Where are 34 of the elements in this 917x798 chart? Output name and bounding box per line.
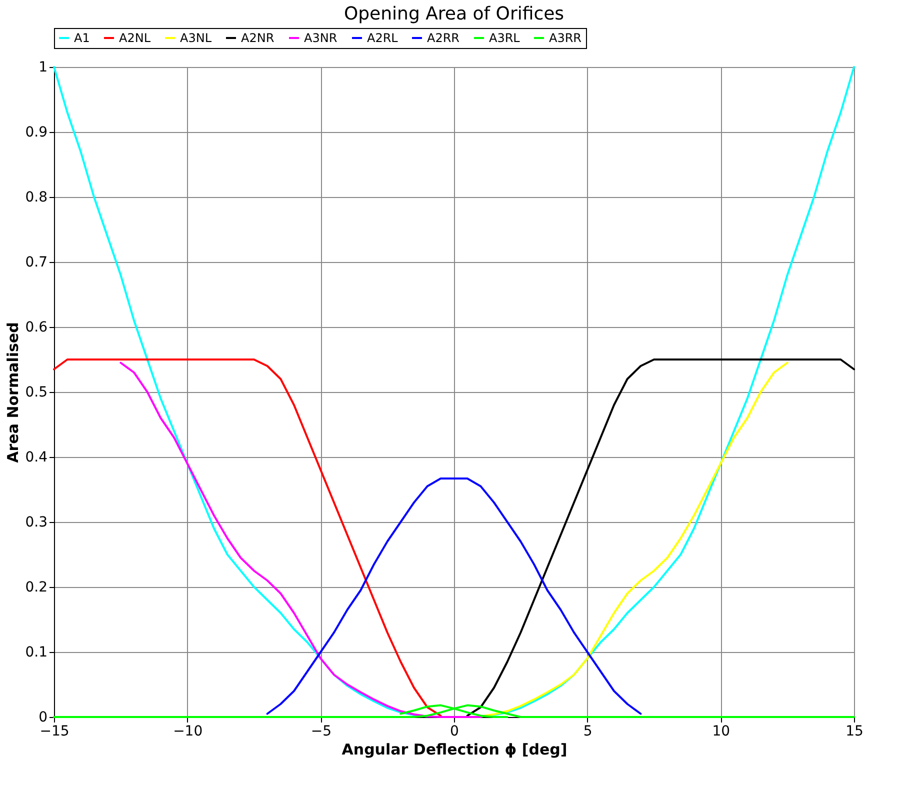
legend-label: A3RR: [549, 31, 582, 45]
y-tick-label: 0: [38, 710, 48, 726]
legend-label: A2NL: [119, 31, 151, 45]
y-tick-label: 0.1: [25, 644, 48, 660]
y-tick-label: 0.8: [25, 190, 48, 206]
legend-label: A3RL: [489, 31, 520, 45]
y-tick-label: 0.3: [25, 514, 48, 530]
x-tick-label: −5: [310, 724, 332, 740]
x-tick-label: 0: [450, 724, 459, 740]
y-axis-title: Area Normalised: [4, 322, 22, 463]
legend-label: A1: [74, 31, 90, 45]
legend-label: A2NR: [241, 31, 274, 45]
x-tick-label: 10: [712, 724, 730, 740]
y-tick-label: 0.5: [25, 384, 48, 400]
legend-label: A2RL: [367, 31, 398, 45]
x-axis-title: Angular Deflection ϕ [deg]: [342, 740, 568, 758]
legend-label: A3NR: [304, 31, 338, 45]
legend-label: A2RR: [427, 31, 460, 45]
line-series: [466, 358, 855, 717]
x-tick-label: 5: [583, 724, 592, 740]
x-tick-label: 15: [846, 724, 864, 740]
y-tick-label: 0.9: [25, 124, 48, 140]
x-tick-label: −15: [40, 724, 70, 740]
chart-title: Opening Area of Orifices: [344, 4, 564, 24]
y-tick-label: 0.2: [25, 580, 48, 596]
y-tick-label: 1: [38, 60, 48, 76]
y-tick-label: 0.4: [25, 450, 48, 466]
line-series: [266, 477, 642, 715]
y-tick-label: 0.6: [25, 320, 48, 336]
x-tick-label: −10: [173, 724, 203, 740]
legend-label: A3NL: [180, 31, 212, 45]
line-series: [120, 362, 482, 718]
y-tick-label: 0.7: [25, 254, 48, 270]
line-series: [53, 358, 442, 717]
